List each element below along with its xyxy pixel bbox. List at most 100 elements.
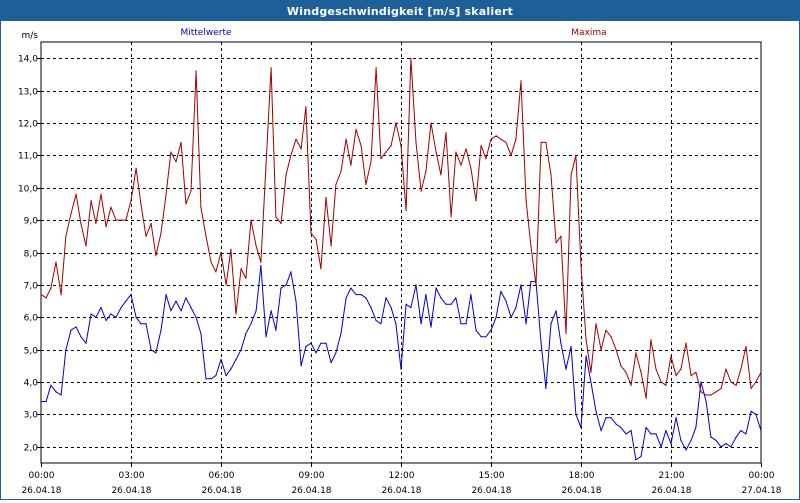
data-point-mittelwerte [150,349,152,351]
data-point-mittelwerte [145,323,147,325]
data-point-mittelwerte [255,310,257,312]
data-point-maxima [235,313,237,315]
data-point-maxima [745,345,747,347]
data-point-maxima [70,213,72,215]
data-point-maxima [645,397,647,399]
data-point-mittelwerte [385,297,387,299]
data-point-mittelwerte [395,323,397,325]
data-point-maxima [355,128,357,130]
data-point-maxima [165,193,167,195]
y-tick-label: 9,0 [24,217,39,227]
data-point-maxima [400,145,402,147]
data-point-mittelwerte [80,336,82,338]
data-point-mittelwerte [85,342,87,344]
data-point-maxima [315,238,317,241]
data-point-maxima [320,268,322,270]
data-point-maxima [140,203,142,205]
data-point-maxima [155,255,157,257]
data-point-maxima [195,70,197,72]
data-point-mittelwerte [135,316,137,318]
data-point-maxima [135,167,137,169]
data-point-mittelwerte [455,297,457,299]
data-point-mittelwerte [155,352,157,354]
data-point-maxima [305,106,307,108]
data-point-maxima [525,200,527,202]
data-point-mittelwerte [640,455,642,458]
data-point-mittelwerte [710,436,712,438]
data-point-maxima [385,151,387,153]
data-point-maxima [295,138,297,140]
data-point-maxima [535,284,537,286]
data-point-mittelwerte [485,336,487,338]
data-point-maxima [575,154,577,156]
data-point-mittelwerte [375,319,377,322]
x-tick-date-label: 26.04.18 [381,486,421,496]
data-point-mittelwerte [65,349,67,351]
data-point-maxima [735,384,737,386]
data-point-maxima [200,206,202,208]
data-point-maxima [260,261,262,263]
data-point-maxima [225,284,227,286]
data-point-mittelwerte [140,323,142,325]
data-point-maxima [435,151,437,153]
data-point-mittelwerte [495,316,497,318]
data-point-mittelwerte [525,323,527,325]
data-point-maxima [265,164,267,166]
data-point-maxima [720,387,722,390]
data-point-mittelwerte [520,284,522,286]
data-point-maxima [550,174,552,176]
data-point-maxima [590,371,592,373]
data-point-maxima [90,200,92,202]
data-point-maxima [360,145,362,147]
data-point-mittelwerte [185,297,187,299]
data-point-maxima [180,141,182,143]
data-point-maxima [530,245,532,247]
data-point-mittelwerte [760,430,762,432]
data-point-maxima [700,391,702,393]
data-point-maxima [125,219,127,221]
data-point-maxima [560,235,562,237]
data-point-maxima [280,222,282,224]
data-point-mittelwerte [435,287,437,289]
data-point-mittelwerte [350,287,352,289]
data-point-mittelwerte [475,329,477,331]
data-point-mittelwerte [460,323,462,325]
data-point-maxima [250,219,252,221]
data-point-mittelwerte [50,384,52,386]
data-point-mittelwerte [285,284,287,286]
line-chart: 2,0 3,0 4,0 5,0 6,0 7,0 8,0 9,0 10,0 11,0 12,0 13,0… [18,28,782,496]
data-point-maxima [665,384,667,386]
data-point-mittelwerte [40,400,42,403]
data-point-maxima [275,216,277,218]
data-point-mittelwerte [425,294,427,296]
data-point-mittelwerte [510,316,512,318]
data-point-mittelwerte [615,423,617,425]
data-point-mittelwerte [315,352,317,354]
window-title: Windgeschwindigkeit [m/s] skaliert [1,1,799,21]
data-point-maxima [430,122,432,124]
x-tick-time-label: 06:00 [209,471,235,481]
data-point-maxima [465,148,467,150]
data-point-mittelwerte [210,378,212,380]
data-point-mittelwerte [55,391,57,393]
data-point-maxima [405,209,407,211]
data-point-mittelwerte [450,303,452,305]
x-tick-time-label: 03:00 [119,471,145,481]
data-point-maxima [740,368,742,370]
data-point-mittelwerte [515,307,517,309]
data-point-mittelwerte [675,417,677,419]
data-point-maxima [130,200,132,202]
x-tick-time-label: 00:00 [29,471,55,481]
data-point-maxima [555,242,557,244]
y-tick-label: 3,0 [24,411,39,421]
data-point-maxima [160,232,162,234]
data-point-maxima [620,365,622,367]
data-point-maxima [285,174,287,176]
data-point-maxima [660,381,662,383]
data-point-mittelwerte [325,342,327,344]
data-point-mittelwerte [445,303,447,305]
data-point-maxima [640,371,642,373]
data-point-maxima [480,145,482,147]
data-point-mittelwerte [310,342,312,344]
